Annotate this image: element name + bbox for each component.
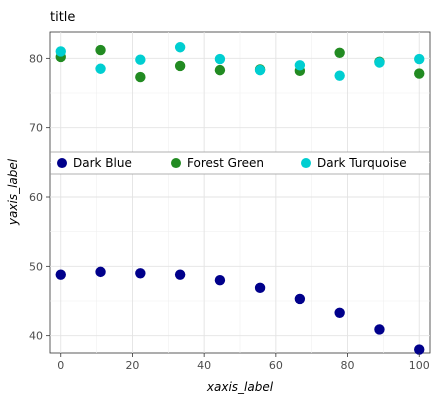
legend: Dark Blue Forest Green Dark Turquoise	[50, 151, 430, 175]
data-points	[55, 42, 425, 355]
data-point	[334, 70, 345, 81]
y-tick-label: 60	[29, 191, 43, 204]
data-point	[214, 275, 226, 286]
y-tick-label: 70	[29, 122, 43, 135]
data-point	[135, 268, 146, 279]
legend-key	[171, 158, 181, 169]
x-tick-label: 0	[57, 359, 64, 372]
data-point	[135, 54, 146, 65]
data-point	[55, 46, 66, 57]
x-tick-label: 40	[197, 359, 211, 372]
data-point	[174, 269, 186, 280]
data-point	[135, 71, 146, 83]
legend-background	[51, 152, 429, 175]
data-point	[374, 324, 385, 335]
data-point	[95, 63, 106, 74]
data-point	[55, 269, 66, 280]
legend-label: Dark Blue	[73, 156, 132, 170]
legend-key	[57, 158, 67, 169]
data-point	[254, 64, 266, 76]
data-point	[95, 44, 106, 56]
x-axis-ticks: 0 20 40 60 80 100	[57, 353, 430, 372]
data-point	[174, 42, 186, 53]
y-tick-label: 40	[29, 330, 43, 343]
chart-title: title	[50, 10, 75, 25]
legend-key	[301, 158, 311, 169]
data-point	[254, 282, 266, 294]
data-point	[174, 60, 186, 72]
x-axis-label: xaxis_label	[206, 380, 274, 394]
data-point	[294, 60, 306, 71]
data-point	[414, 344, 425, 355]
x-tick-label: 100	[409, 359, 430, 372]
y-axis-ticks: 40 50 60 70 80	[29, 52, 50, 343]
data-point	[334, 307, 345, 318]
data-point	[294, 293, 306, 305]
data-point	[214, 64, 226, 76]
x-tick-label: 60	[269, 359, 283, 372]
legend-label: Dark Turquoise	[317, 156, 407, 170]
y-tick-label: 80	[29, 52, 43, 65]
data-point	[334, 47, 345, 58]
legend-label: Forest Green	[187, 156, 264, 170]
y-tick-label: 50	[29, 260, 43, 273]
y-axis-label: yaxis_label	[6, 158, 20, 226]
data-point	[214, 53, 226, 65]
data-point	[374, 57, 385, 68]
data-point	[414, 68, 425, 79]
data-point	[95, 266, 106, 278]
data-point	[414, 53, 425, 65]
grid	[50, 32, 430, 353]
x-tick-label: 20	[125, 359, 139, 372]
x-tick-label: 80	[341, 359, 355, 372]
